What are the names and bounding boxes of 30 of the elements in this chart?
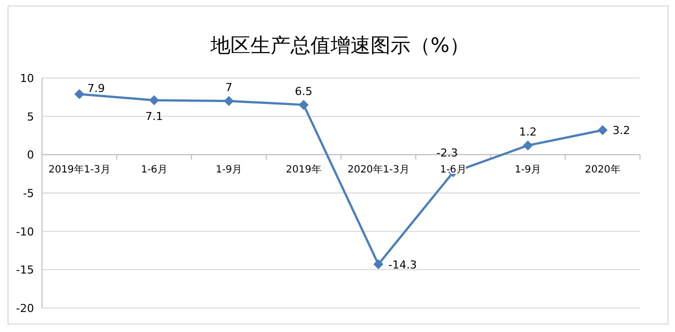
- point: [74, 89, 84, 100]
- point: [522, 140, 533, 150]
- x-tick-label: 2019年1-3月: [48, 164, 110, 176]
- point: [298, 100, 309, 110]
- y-tick-label: 10: [20, 72, 34, 85]
- point: [149, 95, 160, 106]
- data-label: 1.2: [519, 125, 537, 138]
- data-label: -14.3: [388, 258, 417, 272]
- y-tick-label: 0: [27, 148, 34, 162]
- data-label: 7.9: [87, 82, 105, 96]
- x-tick-label: 1-9月: [216, 164, 242, 176]
- data-label: 6.5: [294, 84, 312, 98]
- point: [224, 96, 234, 106]
- y-tick-label: -15: [16, 264, 34, 277]
- x-tick-label: 2019年: [286, 164, 322, 176]
- x-tick-label: 1-9月: [514, 164, 542, 176]
- data-label: 7: [225, 81, 232, 94]
- y-tick-label: -10: [16, 225, 34, 238]
- y-tick-label: -20: [16, 302, 34, 315]
- y-tick-label: 5: [27, 110, 34, 124]
- x-tick-label: 2020年: [584, 164, 620, 176]
- y-tick-label: -5: [23, 187, 34, 200]
- x-tick-label: 1-6月: [140, 164, 168, 176]
- data-label: 3.2: [612, 124, 630, 138]
- point: [598, 125, 608, 136]
- chart-title: 地区生产总值增速图示（%）: [209, 33, 470, 57]
- point: [373, 259, 384, 270]
- x-tick-label: 2020年1-3月: [347, 164, 410, 176]
- data-label: -2.3: [436, 146, 458, 160]
- data-label: 7.1: [145, 110, 163, 124]
